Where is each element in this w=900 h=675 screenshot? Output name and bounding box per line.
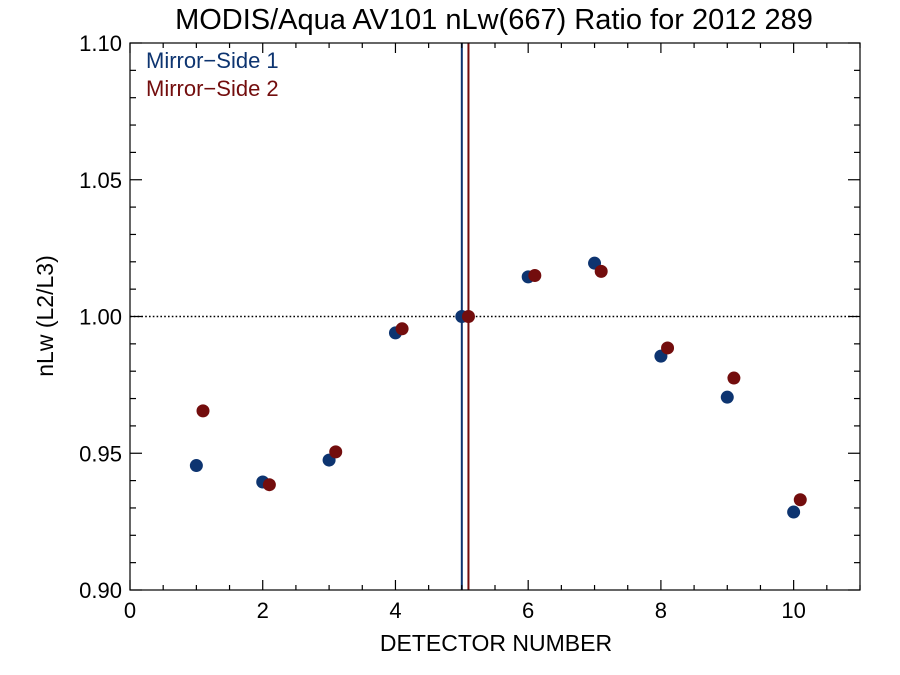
series-1-point — [787, 505, 801, 519]
series-2-point — [196, 404, 210, 418]
series-2-point — [329, 445, 343, 459]
y-axis-title: nLw (L2/L3) — [32, 255, 58, 376]
series-2-point — [727, 371, 741, 385]
y-tick-label: 0.90 — [79, 578, 122, 603]
legend-entry-mirror-side-1: Mirror−Side 1 — [146, 48, 279, 73]
x-axis-title: DETECTOR NUMBER — [380, 630, 612, 656]
series-2-point — [661, 341, 675, 355]
series-2-point — [594, 264, 608, 278]
series-2-point — [461, 310, 475, 323]
reference-lines — [130, 43, 860, 590]
x-tick-label: 8 — [655, 598, 667, 623]
series-2-point — [262, 478, 276, 492]
series-2-point — [793, 493, 807, 507]
legend: Mirror−Side 1 Mirror−Side 2 — [146, 48, 279, 101]
x-tick-label: 0 — [124, 598, 136, 623]
axes: 0 2 4 6 8 10 0.90 0.95 1.00 1.05 1.10 — [79, 31, 861, 623]
series-2-point — [528, 268, 542, 282]
chart-title: MODIS/Aqua AV101 nLw(667) Ratio for 2012… — [175, 4, 813, 36]
series-1-point — [189, 459, 203, 473]
legend-entry-mirror-side-2: Mirror−Side 2 — [146, 76, 279, 101]
y-tick-label: 0.95 — [79, 441, 122, 466]
y-tick-label: 1.10 — [79, 31, 122, 56]
x-tick-label: 10 — [781, 598, 805, 623]
x-tick-label: 6 — [522, 598, 534, 623]
y-tick-label: 1.00 — [79, 305, 122, 330]
y-tick-label: 1.05 — [79, 168, 122, 193]
series-1-point — [720, 390, 734, 404]
series-2-point — [395, 322, 409, 336]
x-tick-label: 2 — [257, 598, 269, 623]
x-tick-label: 4 — [389, 598, 401, 623]
data-points — [189, 256, 807, 519]
